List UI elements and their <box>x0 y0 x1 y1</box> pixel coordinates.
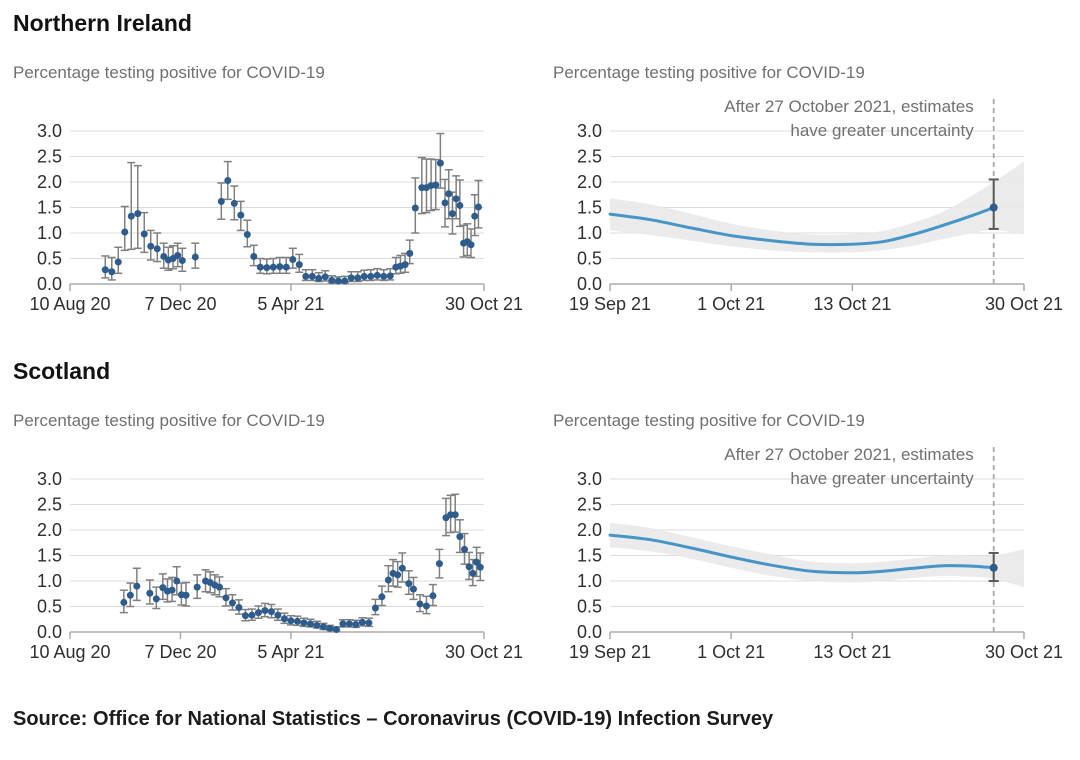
section-scotland: Scotland Percentage testing positive for… <box>0 358 1080 674</box>
annotation-line: have greater uncertainty <box>790 469 974 488</box>
ni-trend-chart: Percentage testing positive for COVID-19… <box>540 36 1080 326</box>
y-axis-labels: 0.0 0.5 1.0 1.5 2.0 2.5 3.0 <box>37 121 62 294</box>
x-axis: 19 Sep 21 1 Oct 21 13 Oct 21 30 Oct 21 <box>569 631 1063 662</box>
y-tick-label: 0.0 <box>577 274 602 294</box>
chart-subtitle: Percentage testing positive for COVID-19 <box>13 411 325 430</box>
y-tick-label: 1.5 <box>577 198 602 218</box>
uncertainty-annotation: After 27 October 2021, estimates have gre… <box>724 445 974 488</box>
x-tick-label: 7 Dec 20 <box>144 294 216 314</box>
confidence-band <box>610 161 1024 253</box>
data-points <box>101 159 482 285</box>
annotation-line: have greater uncertainty <box>790 121 974 140</box>
y-tick-label: 0.5 <box>577 249 602 269</box>
y-tick-label: 3.0 <box>577 469 602 489</box>
x-tick-label: 30 Oct 21 <box>445 294 523 314</box>
section-northern-ireland: Northern Ireland Percentage testing posi… <box>0 10 1080 326</box>
y-tick-label: 3.0 <box>37 469 62 489</box>
x-tick-label: 1 Oct 21 <box>697 294 765 314</box>
y-axis-labels: 0.0 0.5 1.0 1.5 2.0 2.5 3.0 <box>577 121 602 294</box>
scotland-history-plot: 0.0 0.5 1.0 1.5 2.0 2.5 3.0 10 Aug 20 7 Dec 20 5 … <box>29 469 523 662</box>
report: Northern Ireland Percentage testing posi… <box>0 10 1080 731</box>
annotation-line: After 27 October 2021, estimates <box>724 445 973 464</box>
end-estimate <box>988 178 999 230</box>
scotland-trend-plot: 0.0 0.5 1.0 1.5 2.0 2.5 3.0 19 Sep 21 1 Oct 21 13… <box>569 445 1063 662</box>
y-tick-label: 1.0 <box>577 571 602 591</box>
trend-line <box>608 206 996 247</box>
x-axis: 19 Sep 21 1 Oct 21 13 Oct 21 30 Oct 21 <box>569 283 1063 314</box>
y-tick-label: 2.0 <box>37 172 62 192</box>
x-axis: 10 Aug 20 7 Dec 20 5 Apr 21 30 Oct 21 <box>29 283 523 314</box>
scotland-trend-chart: Percentage testing positive for COVID-19… <box>540 384 1080 674</box>
source-line: Source: Office for National Statistics –… <box>13 708 774 730</box>
x-tick-label: 13 Oct 21 <box>813 294 891 314</box>
x-tick-label: 19 Sep 21 <box>569 642 651 662</box>
y-tick-label: 1.5 <box>577 546 602 566</box>
y-tick-label: 2.0 <box>37 520 62 540</box>
y-tick-label: 1.0 <box>37 223 62 243</box>
y-tick-label: 1.5 <box>37 198 62 218</box>
gridlines <box>70 130 484 259</box>
x-tick-label: 13 Oct 21 <box>813 642 891 662</box>
y-tick-label: 2.5 <box>577 147 602 167</box>
annotation-line: After 27 October 2021, estimates <box>724 97 973 116</box>
x-tick-label: 30 Oct 21 <box>985 642 1063 662</box>
section-heading: Scotland <box>13 358 111 384</box>
data-points <box>120 511 484 633</box>
y-tick-label: 2.5 <box>37 495 62 515</box>
ni-trend-plot: 0.0 0.5 1.0 1.5 2.0 2.5 3.0 19 Sep 21 1 Oct 21 13… <box>569 97 1063 314</box>
chart-row: Percentage testing positive for COVID-19… <box>0 384 1080 674</box>
x-tick-label: 5 Apr 21 <box>257 642 324 662</box>
ni-history-plot: 0.0 0.5 1.0 1.5 2.0 2.5 3.0 10 Aug 20 7 Dec 20 5 … <box>29 121 523 314</box>
y-tick-label: 0.0 <box>37 622 62 642</box>
y-tick-label: 3.0 <box>37 121 62 141</box>
y-tick-label: 0.5 <box>37 597 62 617</box>
y-tick-label: 0.0 <box>577 622 602 642</box>
y-tick-label: 0.5 <box>37 249 62 269</box>
y-tick-label: 2.5 <box>577 495 602 515</box>
section-heading: Northern Ireland <box>13 10 192 36</box>
y-tick-label: 1.0 <box>37 571 62 591</box>
scotland-history-chart: Percentage testing positive for COVID-19… <box>0 384 540 674</box>
y-tick-label: 3.0 <box>577 121 602 141</box>
y-tick-label: 2.0 <box>577 172 602 192</box>
x-tick-label: 19 Sep 21 <box>569 294 651 314</box>
y-tick-label: 2.0 <box>577 520 602 540</box>
confidence-band <box>610 522 1024 588</box>
x-tick-label: 5 Apr 21 <box>257 294 324 314</box>
x-tick-label: 10 Aug 20 <box>29 294 110 314</box>
chart-subtitle: Percentage testing positive for COVID-19 <box>553 63 865 82</box>
chart-subtitle: Percentage testing positive for COVID-19 <box>13 63 325 82</box>
y-tick-label: 0.0 <box>37 274 62 294</box>
error-bars <box>119 493 485 632</box>
end-estimate <box>988 551 999 582</box>
trend-line <box>608 533 996 575</box>
y-axis-labels: 0.0 0.5 1.0 1.5 2.0 2.5 3.0 <box>37 469 62 642</box>
uncertainty-annotation: After 27 October 2021, estimates have gre… <box>724 97 974 140</box>
y-tick-label: 1.0 <box>577 223 602 243</box>
y-axis-labels: 0.0 0.5 1.0 1.5 2.0 2.5 3.0 <box>577 469 602 642</box>
y-tick-label: 1.5 <box>37 546 62 566</box>
chart-row: Percentage testing positive for COVID-19… <box>0 36 1080 326</box>
x-tick-label: 1 Oct 21 <box>697 642 765 662</box>
x-tick-label: 10 Aug 20 <box>29 642 110 662</box>
y-tick-label: 0.5 <box>577 597 602 617</box>
x-tick-label: 30 Oct 21 <box>445 642 523 662</box>
x-tick-label: 7 Dec 20 <box>144 642 216 662</box>
x-tick-label: 30 Oct 21 <box>985 294 1063 314</box>
y-tick-label: 2.5 <box>37 147 62 167</box>
ni-history-chart: Percentage testing positive for COVID-19… <box>0 36 540 326</box>
chart-subtitle: Percentage testing positive for COVID-19 <box>553 411 865 430</box>
gridlines <box>70 478 484 607</box>
x-axis: 10 Aug 20 7 Dec 20 5 Apr 21 30 Oct 21 <box>29 631 523 662</box>
